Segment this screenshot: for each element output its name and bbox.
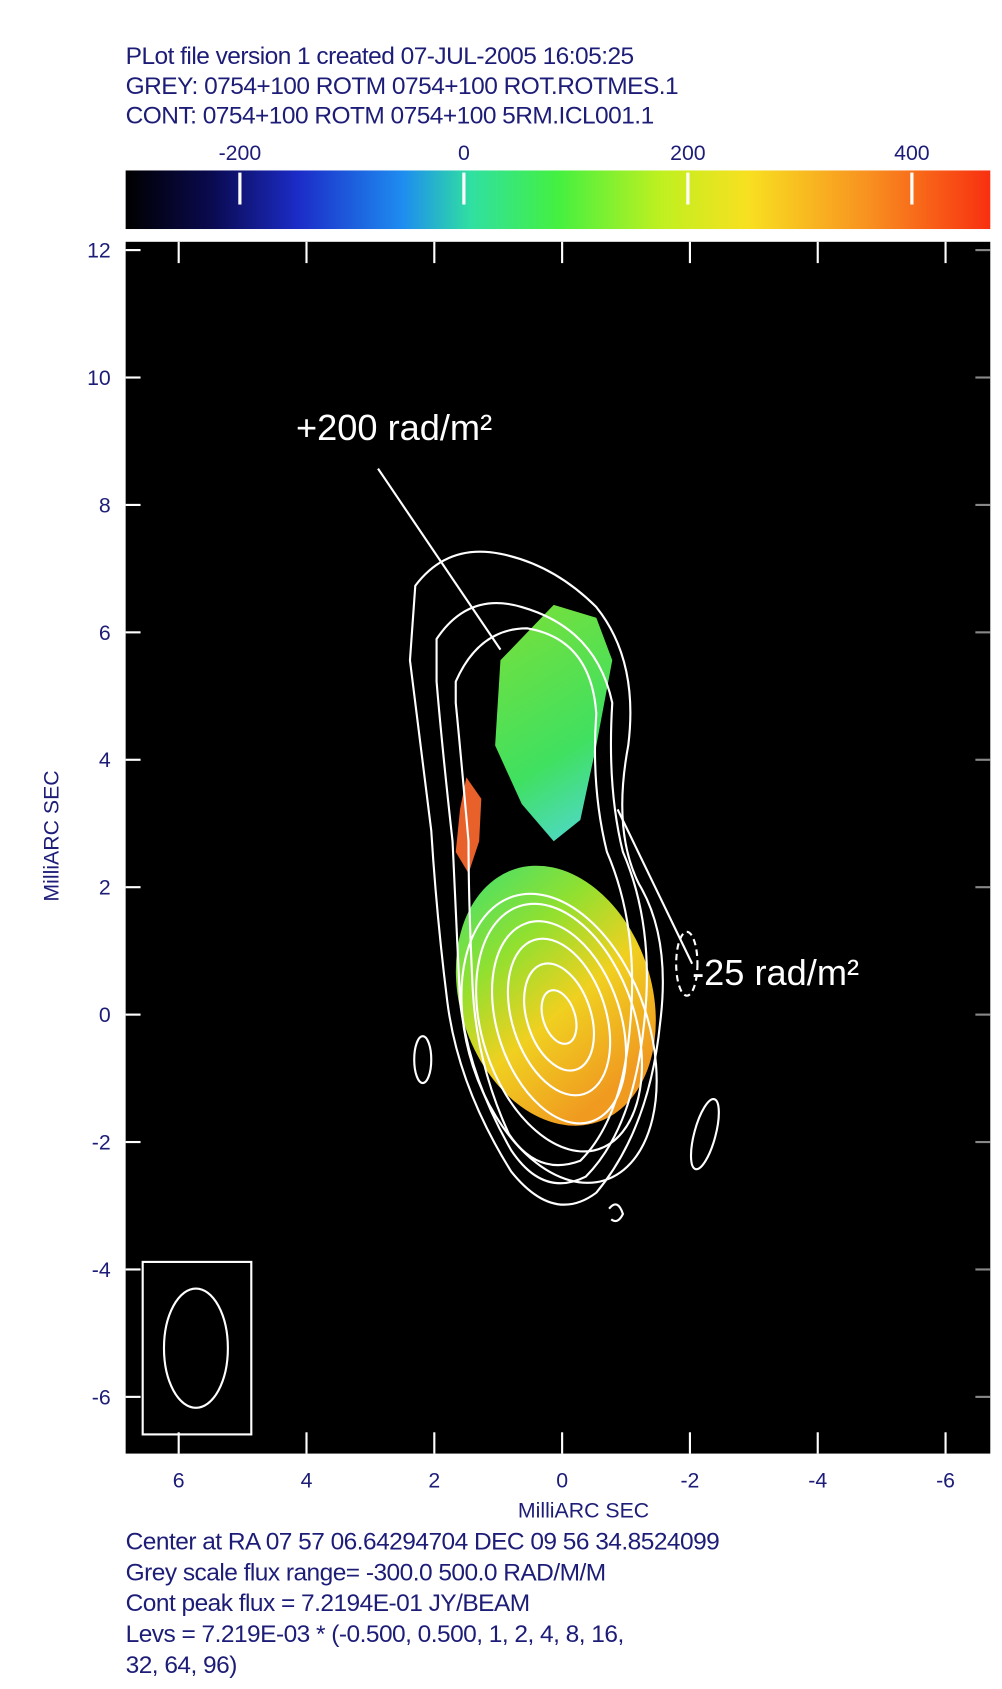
annotation: +200 rad/m² — [296, 407, 492, 448]
y-tick-label: -2 — [92, 1130, 111, 1154]
y-tick-label: 8 — [99, 493, 111, 517]
x-tick-label: 6 — [173, 1469, 185, 1493]
footer-line: 32, 64, 96) — [126, 1652, 237, 1679]
header-line: CONT: 0754+100 ROTM 0754+100 5RM.ICL001.… — [126, 103, 654, 130]
plot-area — [126, 242, 991, 1454]
y-axis-label: MilliARC SEC — [40, 770, 64, 901]
figure: PLot file version 1 created 07-JUL-2005 … — [0, 0, 1002, 1689]
y-tick-label: 4 — [99, 748, 111, 772]
y-tick-label: -6 — [92, 1385, 111, 1409]
colorbar-tick-label: 400 — [894, 141, 930, 165]
y-tick-label: -4 — [92, 1258, 111, 1282]
colorbar-tick-label: 0 — [458, 141, 470, 165]
y-tick-label: 2 — [99, 876, 111, 900]
header-line: PLot file version 1 created 07-JUL-2005 … — [126, 43, 634, 70]
footer-line: Center at RA 07 57 06.64294704 DEC 09 56… — [126, 1528, 720, 1555]
x-tick-label: -6 — [936, 1469, 955, 1493]
annotation: -25 rad/m² — [692, 952, 859, 993]
colorbar — [126, 170, 991, 229]
x-tick-label: 0 — [556, 1469, 568, 1493]
y-tick-label: 6 — [99, 621, 111, 645]
colorbar-tick-label: -200 — [219, 141, 262, 165]
y-tick-label: 12 — [87, 239, 111, 263]
x-tick-label: -2 — [680, 1469, 699, 1493]
header: PLot file version 1 created 07-JUL-2005 … — [126, 43, 678, 130]
footer: Center at RA 07 57 06.64294704 DEC 09 56… — [126, 1528, 720, 1679]
x-tick-label: 2 — [428, 1469, 440, 1493]
y-tick-label: 0 — [99, 1003, 111, 1027]
body: {"header": {"lines": ["PLot file version… — [0, 0, 1002, 1689]
footer-line: Grey scale flux range= -300.0 500.0 RAD/… — [126, 1559, 606, 1586]
page: html, body { margin: 0; padding: 0; back… — [0, 0, 1002, 1689]
colorbar-tick-label: 200 — [670, 141, 706, 165]
y-tick-label: 10 — [87, 366, 111, 390]
x-tick-label: -4 — [808, 1469, 827, 1493]
footer-line: Cont peak flux = 7.2194E-01 JY/BEAM — [126, 1590, 530, 1617]
x-axis-label: MilliARC SEC — [518, 1498, 649, 1522]
header-line: GREY: 0754+100 ROTM 0754+100 ROT.ROTMES.… — [126, 73, 678, 100]
x-tick-label: 4 — [301, 1469, 313, 1493]
footer-line: Levs = 7.219E-03 * (-0.500, 0.500, 1, 2,… — [126, 1621, 624, 1648]
